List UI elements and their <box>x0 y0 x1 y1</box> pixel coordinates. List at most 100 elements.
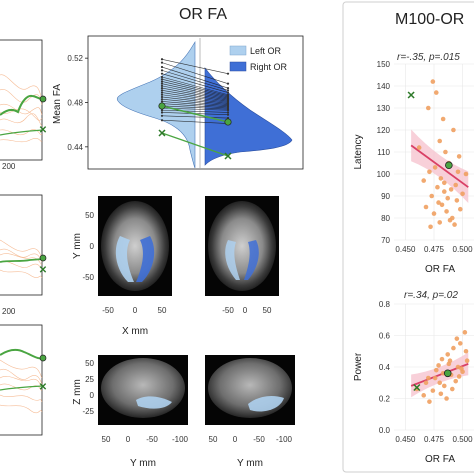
timecourse-panel-1: ✕ 200 <box>0 39 47 171</box>
axial-ytick-0: 0 <box>90 242 95 251</box>
green-cross-left: ✕ <box>157 128 166 140</box>
green-cross-right: ✕ <box>223 151 232 163</box>
data-point <box>440 116 446 122</box>
subject-pair-line <box>161 87 229 101</box>
sagittal-xlabel-left: Y mm <box>130 458 156 469</box>
timecourse-panel-1-frame <box>0 39 43 161</box>
axial-right-or-tract <box>136 236 155 282</box>
timecourse-panel-2-frame <box>0 194 43 296</box>
sagittal-left-or-tract <box>136 396 172 409</box>
green-circle-right <box>224 118 232 126</box>
data-point <box>432 375 438 381</box>
sagittal-ytick-25: 25 <box>85 375 94 384</box>
data-point <box>439 356 445 362</box>
latency-yticks: 70 80 90 100 110 120 130 140 150 <box>377 60 391 245</box>
xtick-label: 0.475 <box>424 245 445 254</box>
subject-point-left <box>160 78 164 81</box>
power-yticks: 0.0 0.2 0.4 0.6 0.8 <box>379 300 391 435</box>
data-point <box>463 348 469 354</box>
axial-right-panel-right-tract <box>244 240 259 280</box>
timecourse-panel-3-lower-green <box>0 385 44 391</box>
data-point <box>449 386 455 392</box>
axial-ytick-50: 50 <box>85 211 94 220</box>
sagittal-ytick-0: 0 <box>90 391 95 400</box>
data-point <box>447 217 453 223</box>
data-point <box>454 198 460 203</box>
subject-point-left <box>160 69 164 72</box>
data-point <box>433 367 439 373</box>
timecourse-panel-3-group-mean <box>0 348 45 360</box>
ytick-label: 120 <box>377 126 391 135</box>
axial-xtick-1: -50 <box>102 306 114 315</box>
data-point <box>421 393 427 398</box>
sagittal-ytick-50: 50 <box>85 359 94 368</box>
data-point <box>463 171 469 177</box>
sagittal-ytick-neg25: -25 <box>82 407 94 416</box>
data-point <box>447 358 453 364</box>
timecourse-panel-3-cross-marker: ✕ <box>39 382 47 393</box>
data-point <box>453 378 459 384</box>
data-point <box>441 189 447 194</box>
xtick-label: 0.450 <box>395 245 416 254</box>
axial-brain-left <box>98 196 172 296</box>
ytick-label: 150 <box>377 60 391 69</box>
sagittal-xtick-6: 0 <box>233 435 238 444</box>
data-point <box>436 200 441 205</box>
axial-brain-right <box>205 196 279 296</box>
subject-point-left <box>160 100 164 103</box>
legend-swatch-left-or <box>229 45 247 56</box>
left-column: ✕ 200 ✕ 200 <box>0 39 47 436</box>
power-ylabel: Power <box>353 352 364 381</box>
ytick-label: 0.6 <box>379 332 391 341</box>
timecourse-panel-1-subject-lines <box>0 74 43 143</box>
data-point <box>460 191 465 197</box>
subject-point-right <box>226 72 230 75</box>
data-point <box>456 374 462 379</box>
timecourse-panel-3: ✕ <box>0 324 47 436</box>
subject-pair-line <box>161 73 229 93</box>
paired-subject-lines <box>160 58 230 125</box>
data-point <box>438 391 444 397</box>
data-point <box>427 399 432 404</box>
sagittal-xtick-3: -50 <box>146 435 158 444</box>
timecourse-panel-3-subject-lines <box>0 359 43 414</box>
timecourse-panel-2-group-mean <box>0 258 44 263</box>
m100-panel: M100-OR r=-.35, p=.015 70 80 90 100 110 120 13… <box>342 1 474 473</box>
ytick-label: 130 <box>377 104 391 113</box>
latency-xticks: 0.450 0.475 0.500 <box>395 245 473 254</box>
subject-pair-line <box>161 90 229 102</box>
timecourse-panel-2-tick: 200 <box>2 307 16 316</box>
subject-point-left <box>160 98 164 101</box>
green-mean-line <box>161 105 229 123</box>
subject-point-left <box>160 91 164 94</box>
data-point <box>431 211 437 216</box>
axial-brain-left-head <box>101 201 169 291</box>
data-point <box>430 79 436 84</box>
latency-ylabel: Latency <box>353 134 364 169</box>
subject-pair-line <box>161 81 229 98</box>
violin-ytick-label: 0.48 <box>67 99 83 108</box>
data-point <box>425 105 431 111</box>
violin-yticks: 0.44 0.48 0.52 <box>67 54 88 152</box>
data-point <box>457 341 463 346</box>
subject-point-left <box>160 89 164 92</box>
sagittal-brain-right <box>205 355 295 425</box>
axial-xtick-6: 50 <box>263 306 272 315</box>
subject-point-right <box>226 91 230 94</box>
highlight-circle-point <box>445 161 453 170</box>
ytick-label: 90 <box>381 192 390 201</box>
timecourse-panel-1-group-mean <box>0 94 45 116</box>
latency-scatter: 70 80 90 100 110 120 130 140 150 0.450 0.475 0.500… <box>377 60 474 254</box>
data-point <box>462 330 468 335</box>
latency-stat: r=-.35, p=.015 <box>397 52 460 63</box>
legend-swatch-right-or <box>229 61 247 72</box>
data-point <box>441 383 447 389</box>
timecourse-panel-1-circle-marker <box>39 95 47 103</box>
legend-label-right-or: Right OR <box>250 62 288 72</box>
latency-regression-line <box>410 144 469 188</box>
data-point <box>452 222 457 227</box>
sagittal-xtick-5: 50 <box>209 435 218 444</box>
data-point <box>455 169 461 175</box>
subject-point-left <box>160 80 164 83</box>
